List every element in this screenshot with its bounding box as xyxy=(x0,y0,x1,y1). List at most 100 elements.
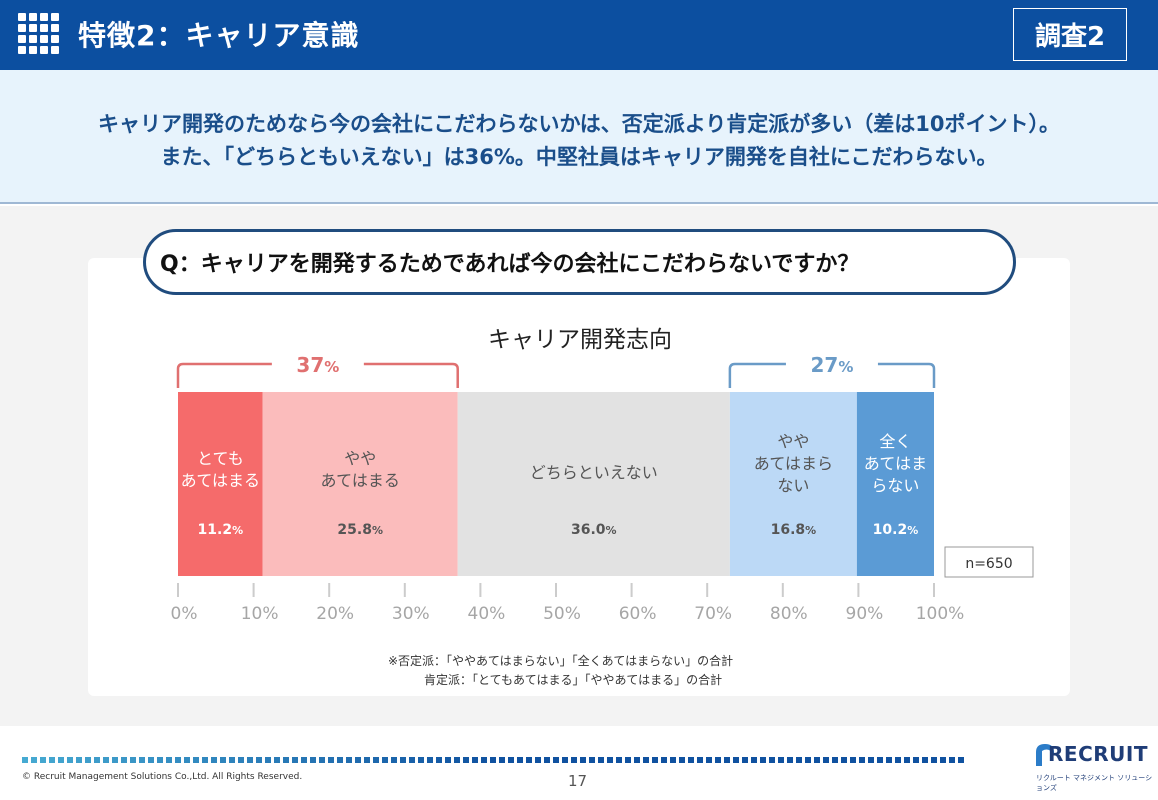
footer-dot xyxy=(49,757,55,763)
footer-dot xyxy=(715,757,721,763)
grid-menu-icon xyxy=(18,13,60,55)
footer-dot xyxy=(346,757,352,763)
summary-box: キャリア開発のためなら今の会社にこだわらないかは、否定派より肯定派が多い（差は1… xyxy=(0,70,1158,204)
summary-line-2: また、「どちらともいえない」は36%。中堅社員はキャリア開発を自社にこだわらない… xyxy=(160,145,998,169)
footer-dot xyxy=(391,757,397,763)
footer-dot xyxy=(157,757,163,763)
footer-dot xyxy=(238,757,244,763)
footer-dot xyxy=(418,757,424,763)
footer-dot xyxy=(265,757,271,763)
category-label: ない xyxy=(777,476,809,495)
footer-dot xyxy=(742,757,748,763)
footer-dot xyxy=(22,757,28,763)
category-label: 全く xyxy=(879,432,911,451)
question-box: Q：キャリアを開発するためであれば今の会社にこだわらないですか？ xyxy=(143,229,1016,295)
category-label: らない xyxy=(871,476,919,495)
bar-segment-3 xyxy=(729,392,857,576)
footer-dot xyxy=(454,757,460,763)
footer-dot xyxy=(940,757,946,763)
footer-dot xyxy=(445,757,451,763)
footer-dot xyxy=(256,757,262,763)
category-label: あてはま xyxy=(864,454,927,473)
bracket-right xyxy=(363,362,459,388)
footer-dot xyxy=(283,757,289,763)
footer-dot xyxy=(688,757,694,763)
footer-dot xyxy=(859,757,865,763)
footer-dot xyxy=(544,757,550,763)
footer-dot xyxy=(292,757,298,763)
footer-dot xyxy=(634,757,640,763)
x-tick-label: 40% xyxy=(468,604,506,624)
chart-title: キャリア開発志向 xyxy=(488,327,672,353)
footnote: ※否定派：「ややあてはまらない」「全くあてはまらない」の合計 肯定派：「とてもあ… xyxy=(360,652,780,690)
footer-dot xyxy=(886,757,892,763)
category-label: やや xyxy=(344,449,376,468)
x-tick-label: 90% xyxy=(846,604,884,624)
value-label: 10.2% xyxy=(873,522,919,538)
footer-dot xyxy=(769,757,775,763)
footer-dot xyxy=(220,757,226,763)
footer-dot xyxy=(508,757,514,763)
x-tick-label: 70% xyxy=(694,604,732,624)
sample-size-label: n=650 xyxy=(965,556,1012,572)
logo-subtext: リクルート マネジメント ソリューションズ xyxy=(1036,774,1153,792)
footer-dot xyxy=(868,757,874,763)
survey-badge: 調査2 xyxy=(1013,8,1127,61)
footer-dot xyxy=(310,757,316,763)
footer-dot xyxy=(58,757,64,763)
footer-dot xyxy=(130,757,136,763)
footer-dot xyxy=(679,757,685,763)
x-tick-label: 20% xyxy=(316,604,354,624)
footer-dot xyxy=(427,757,433,763)
footer-dot xyxy=(526,757,532,763)
x-tick-label: 100% xyxy=(916,604,965,624)
footer-dot xyxy=(103,757,109,763)
footer-dot xyxy=(895,757,901,763)
bar-segment-2 xyxy=(457,392,730,576)
footer-dot xyxy=(139,757,145,763)
footer-dot xyxy=(148,757,154,763)
footer-dot xyxy=(931,757,937,763)
footer-dot xyxy=(211,757,217,763)
footer-dot xyxy=(85,757,91,763)
footer-dot xyxy=(463,757,469,763)
footer-dot xyxy=(787,757,793,763)
footer-dot xyxy=(805,757,811,763)
footer-dot xyxy=(553,757,559,763)
category-label: とても xyxy=(197,449,244,468)
footer-dot xyxy=(652,757,658,763)
page-number: 17 xyxy=(568,772,588,790)
footer-dot xyxy=(706,757,712,763)
x-tick-label: 30% xyxy=(392,604,430,624)
footer-dot xyxy=(400,757,406,763)
logo-text: RECRUIT xyxy=(1048,742,1148,766)
footer-dot xyxy=(31,757,37,763)
value-label: 11.2% xyxy=(198,522,244,538)
footer-dot xyxy=(40,757,46,763)
footer-dot xyxy=(76,757,82,763)
footer-dot xyxy=(643,757,649,763)
footer-dot xyxy=(841,757,847,763)
footer-dot xyxy=(751,757,757,763)
footer-dot xyxy=(778,757,784,763)
footer-dot xyxy=(661,757,667,763)
x-tick-label: 10% xyxy=(241,604,279,624)
category-label: やや xyxy=(777,432,809,451)
footer-dot xyxy=(355,757,361,763)
sample-size-box xyxy=(944,546,1034,578)
footer-dot xyxy=(724,757,730,763)
footer-dot xyxy=(175,757,181,763)
footer-dot xyxy=(616,757,622,763)
footer-dot xyxy=(904,757,910,763)
footer-dot xyxy=(112,757,118,763)
slide-header: 特徴2：キャリア意識 調査2 xyxy=(0,0,1158,70)
footer-dot xyxy=(490,757,496,763)
footer-dot xyxy=(562,757,568,763)
footer-dot xyxy=(364,757,370,763)
footnote-negative: ※否定派：「ややあてはまらない」「全くあてはまらない」の合計 xyxy=(388,654,734,668)
footer-dot xyxy=(733,757,739,763)
footer-dot xyxy=(472,757,478,763)
footer-dot xyxy=(94,757,100,763)
footer-dot xyxy=(823,757,829,763)
x-tick-label: 0% xyxy=(171,604,198,624)
